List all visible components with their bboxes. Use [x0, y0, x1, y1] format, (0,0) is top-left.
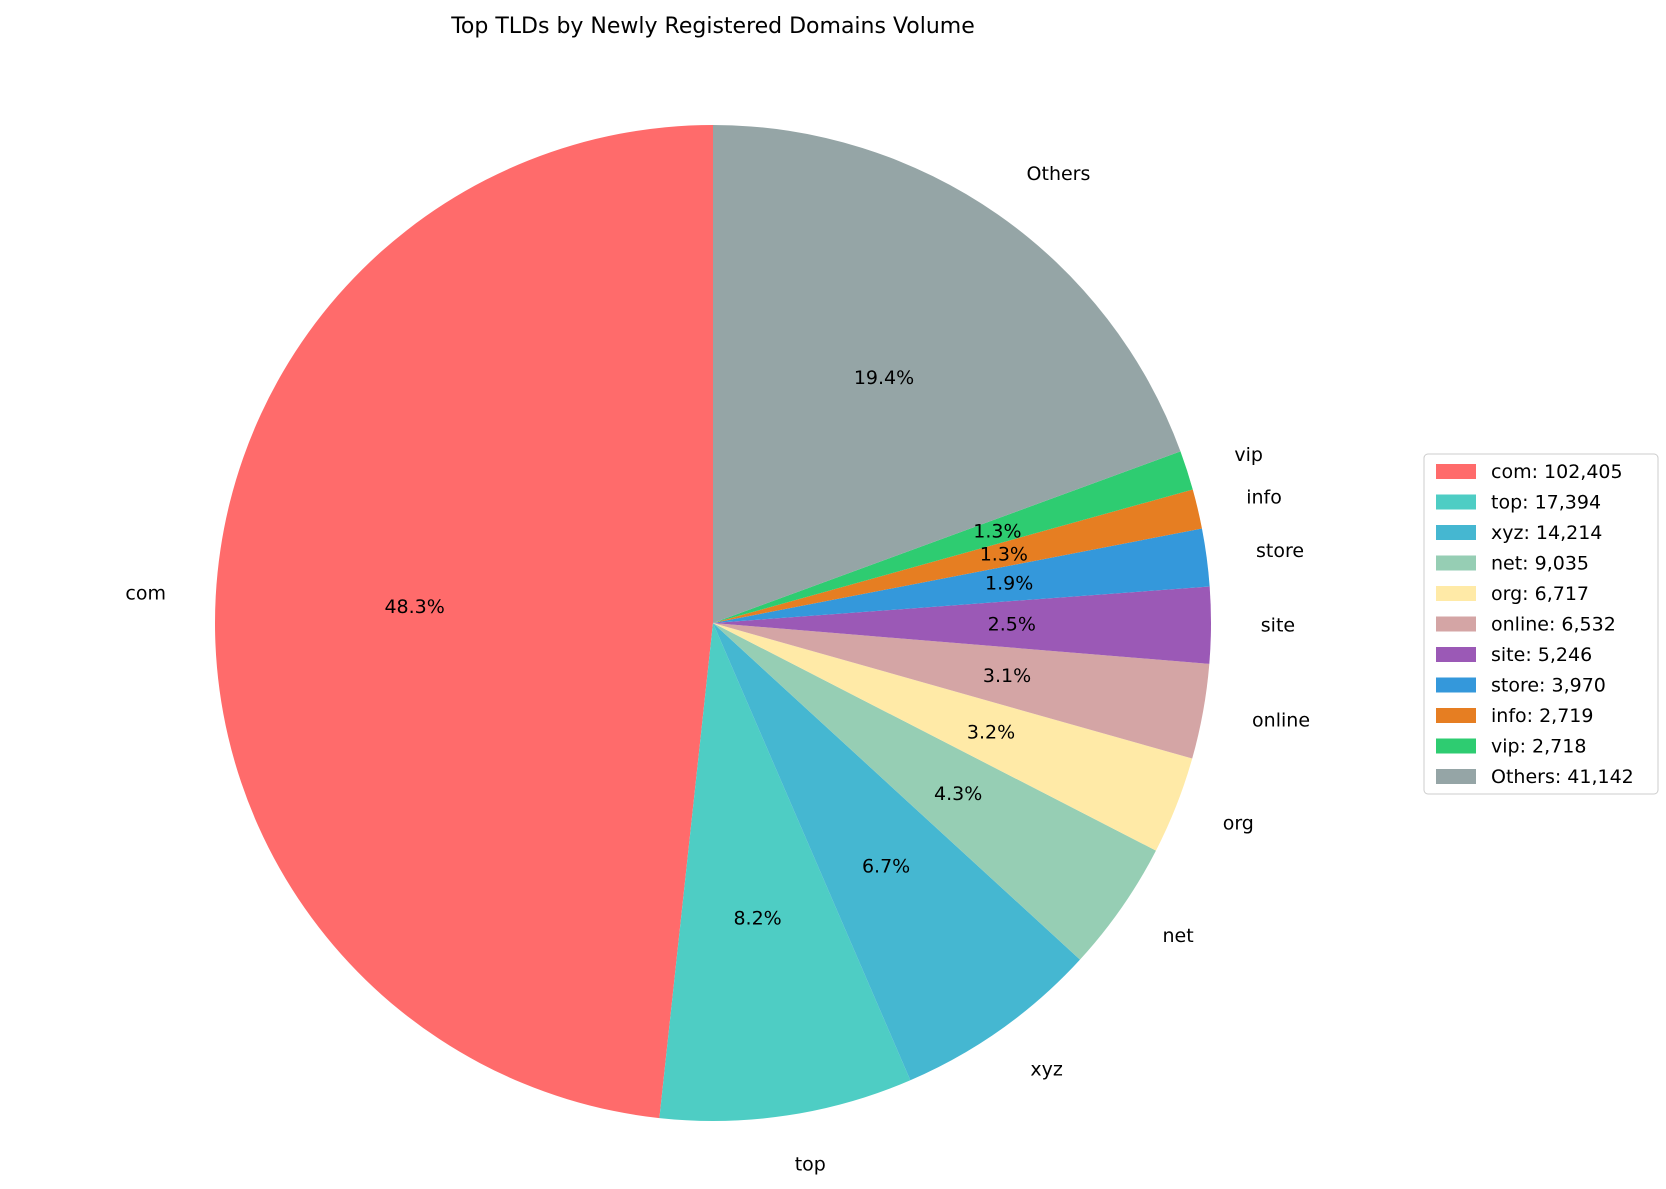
- pie-slice-online: [713, 623, 1210, 759]
- percent-label-org: 3.2%: [967, 721, 1015, 743]
- percent-label-site: 2.5%: [988, 613, 1036, 635]
- legend-swatch-online: [1436, 616, 1476, 632]
- slice-label-info: info: [1246, 486, 1282, 508]
- legend-swatch-store: [1436, 677, 1476, 693]
- legend-swatch-org: [1436, 586, 1476, 601]
- percent-labels: 48.3% 8.2% 6.7% 4.3% 3.2% 3.1% 2.5% 1.9% 1.3%1.3…: [384, 367, 1035, 929]
- pie-slice-top: [659, 623, 911, 1122]
- pie-slice-site: [713, 586, 1211, 664]
- percent-label-info: 1.3%: [980, 544, 1028, 566]
- legend-swatch-info: [1436, 708, 1476, 723]
- legend-label-online: online: 6,532: [1491, 614, 1616, 636]
- percent-label-store: 1.9%: [985, 573, 1033, 595]
- slice-label-vip: vip: [1234, 444, 1263, 466]
- slice-label-online: online: [1252, 709, 1310, 731]
- legend-swatch-com: [1436, 464, 1476, 479]
- percent-label-online: 3.1%: [983, 665, 1031, 687]
- slice-label-store: store: [1256, 540, 1304, 562]
- legend-label-info: info: 2,719: [1491, 705, 1593, 727]
- pie-slice-xyz: [713, 623, 1080, 1081]
- legend-swatch-net: [1436, 555, 1476, 571]
- slice-label-net: net: [1162, 925, 1193, 947]
- legend-label-org: org: 6,717: [1491, 583, 1589, 605]
- slice-label-top: top: [795, 1154, 826, 1176]
- slice-label-xyz: xyz: [1030, 1058, 1062, 1080]
- legend-label-others: Others: 41,142: [1491, 766, 1634, 788]
- slice-label-org: org: [1223, 813, 1254, 835]
- legend-label-com: com: 102,405: [1491, 461, 1623, 483]
- legend-frame: [1423, 453, 1659, 795]
- legend-swatch-others: [1436, 769, 1476, 784]
- percent-label-top: 8.2%: [733, 907, 781, 929]
- percent-label-xyz: 6.7%: [862, 856, 910, 878]
- percent-label-vip: 1.3%: [973, 520, 1021, 542]
- legend-swatch-site: [1436, 647, 1476, 662]
- legend-label-site: site: 5,246: [1491, 644, 1592, 666]
- pie-slice-com: [215, 125, 713, 1119]
- legend-label-vip: vip: 2,718: [1491, 736, 1586, 758]
- slice-label-site: site: [1261, 614, 1295, 636]
- pie-slice-vip: [713, 451, 1193, 623]
- pie-slice-store: [713, 528, 1210, 623]
- pie-slice-net: [713, 623, 1156, 960]
- legend-swatch-xyz: [1436, 525, 1476, 540]
- percent-label-others: 19.4%: [854, 367, 914, 389]
- legend-swatch-vip: [1436, 738, 1476, 754]
- slice-labels: com top xyz net org online site store info vip Oth…: [125, 163, 1310, 1176]
- slice-label-others: Others: [1027, 163, 1091, 185]
- pie-slice-org: [713, 623, 1193, 851]
- legend: com: 102,405 top: 17,394 xyz: 14,214 net: 9…: [1423, 453, 1659, 795]
- slice-label-com: com: [125, 582, 166, 604]
- percent-label-com: 48.3%: [384, 596, 444, 618]
- chart-title: Top TLDs by Newly Registered Domains Vol…: [450, 14, 975, 39]
- legend-label-xyz: xyz: 14,214: [1491, 522, 1602, 544]
- legend-swatch-top: [1436, 494, 1476, 510]
- pie-slice-info: [713, 489, 1202, 623]
- legend-label-top: top: 17,394: [1491, 492, 1601, 514]
- percent-label-net: 4.3%: [934, 783, 982, 805]
- pie-slices: [215, 125, 1211, 1122]
- legend-label-store: store: 3,970: [1491, 675, 1606, 697]
- legend-label-net: net: 9,035: [1491, 553, 1589, 575]
- pie-slice-others: [713, 125, 1181, 623]
